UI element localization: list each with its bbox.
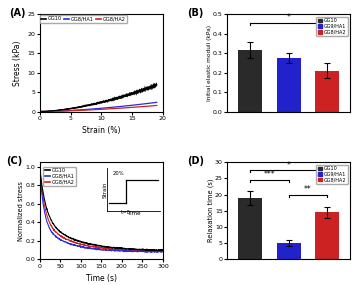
GG10 [120, 247, 124, 251]
GG8/HA2 [159, 250, 164, 253]
GG8/HA1 [107, 106, 112, 109]
X-axis label: Time (s): Time (s) [86, 274, 117, 283]
Bar [238, 50, 262, 111]
GG10 [93, 102, 97, 105]
GG8/HA2 [101, 107, 105, 111]
GG10 [69, 237, 74, 241]
GG8/HA2 [107, 107, 112, 111]
GG10 [152, 84, 156, 88]
Bar [277, 58, 300, 111]
GG8/HA2 [93, 245, 97, 249]
GG10 [38, 166, 42, 170]
Legend: GG10, GG8/HA1, GG8/HA2: GG10, GG8/HA1, GG8/HA2 [40, 15, 127, 23]
Line: GG8/HA1: GG8/HA1 [40, 102, 157, 111]
GG10 [101, 100, 105, 103]
Y-axis label: Normalized stress: Normalized stress [18, 181, 24, 241]
Text: (D): (D) [188, 156, 205, 166]
GG8/HA2 [134, 105, 138, 109]
Text: *: * [287, 161, 291, 170]
GG10 [107, 99, 112, 102]
Y-axis label: Stress (kPa): Stress (kPa) [13, 40, 22, 86]
GG8/HA1 [110, 249, 114, 252]
Text: **: ** [304, 185, 312, 194]
Line: GG8/HA1: GG8/HA1 [40, 169, 163, 252]
Text: (B): (B) [188, 9, 204, 19]
GG8/HA1 [38, 110, 42, 113]
GG8/HA1 [155, 251, 160, 254]
GG8/HA1 [59, 239, 64, 242]
GG10 [134, 91, 138, 94]
GG10 [38, 110, 42, 113]
GG8/HA1 [94, 107, 98, 110]
GG8/HA1 [93, 247, 97, 250]
Text: *: * [287, 13, 291, 23]
X-axis label: Strain (%): Strain (%) [82, 126, 121, 135]
Bar [238, 198, 262, 259]
Bar [315, 212, 339, 259]
GG8/HA2 [38, 166, 42, 170]
GG8/HA1 [134, 103, 138, 107]
GG8/HA2 [59, 235, 64, 239]
GG8/HA2 [94, 108, 98, 111]
GG8/HA2 [161, 249, 165, 252]
Line: GG10: GG10 [40, 85, 157, 111]
Line: GG8/HA2: GG8/HA2 [40, 168, 163, 252]
GG8/HA2 [69, 239, 74, 243]
Legend: GG10, GG8/HA1, GG8/HA2: GG10, GG8/HA1, GG8/HA2 [43, 166, 76, 186]
Legend: GG10, GG9/HA1, GG8/HA2: GG10, GG9/HA1, GG8/HA2 [317, 17, 348, 36]
GG8/HA1 [93, 107, 97, 111]
Line: GG8/HA2: GG8/HA2 [40, 105, 157, 111]
Line: GG10: GG10 [40, 168, 163, 251]
GG10 [130, 247, 135, 251]
GG8/HA1 [69, 243, 74, 247]
GG10 [158, 249, 162, 253]
GG8/HA1 [152, 101, 156, 104]
GG10 [94, 102, 98, 105]
GG8/HA2 [152, 104, 156, 107]
Bar [277, 243, 300, 259]
Text: (C): (C) [6, 156, 23, 166]
Text: (A): (A) [9, 9, 25, 19]
Legend: GG10, GG9/HA1, GG8/HA2: GG10, GG9/HA1, GG8/HA2 [317, 164, 348, 184]
GG10 [161, 249, 165, 252]
GG10 [93, 243, 97, 247]
GG8/HA2 [155, 104, 159, 107]
GG8/HA2 [130, 249, 135, 252]
GG10 [155, 83, 159, 87]
GG8/HA2 [38, 110, 42, 113]
Y-axis label: Initial elastic moduli (kPa): Initial elastic moduli (kPa) [206, 25, 212, 101]
GG8/HA2 [110, 247, 114, 251]
GG8/HA1 [155, 101, 159, 104]
GG8/HA1 [120, 249, 124, 253]
GG8/HA1 [101, 106, 105, 110]
GG8/HA2 [93, 108, 97, 111]
Text: ***: *** [264, 170, 275, 180]
GG8/HA1 [130, 250, 135, 253]
GG10 [110, 246, 114, 249]
GG8/HA2 [120, 248, 124, 252]
GG8/HA1 [161, 250, 165, 253]
Y-axis label: Relaxation time (s): Relaxation time (s) [207, 179, 214, 243]
Bar [315, 71, 339, 111]
GG8/HA1 [38, 167, 42, 170]
GG10 [59, 231, 64, 235]
